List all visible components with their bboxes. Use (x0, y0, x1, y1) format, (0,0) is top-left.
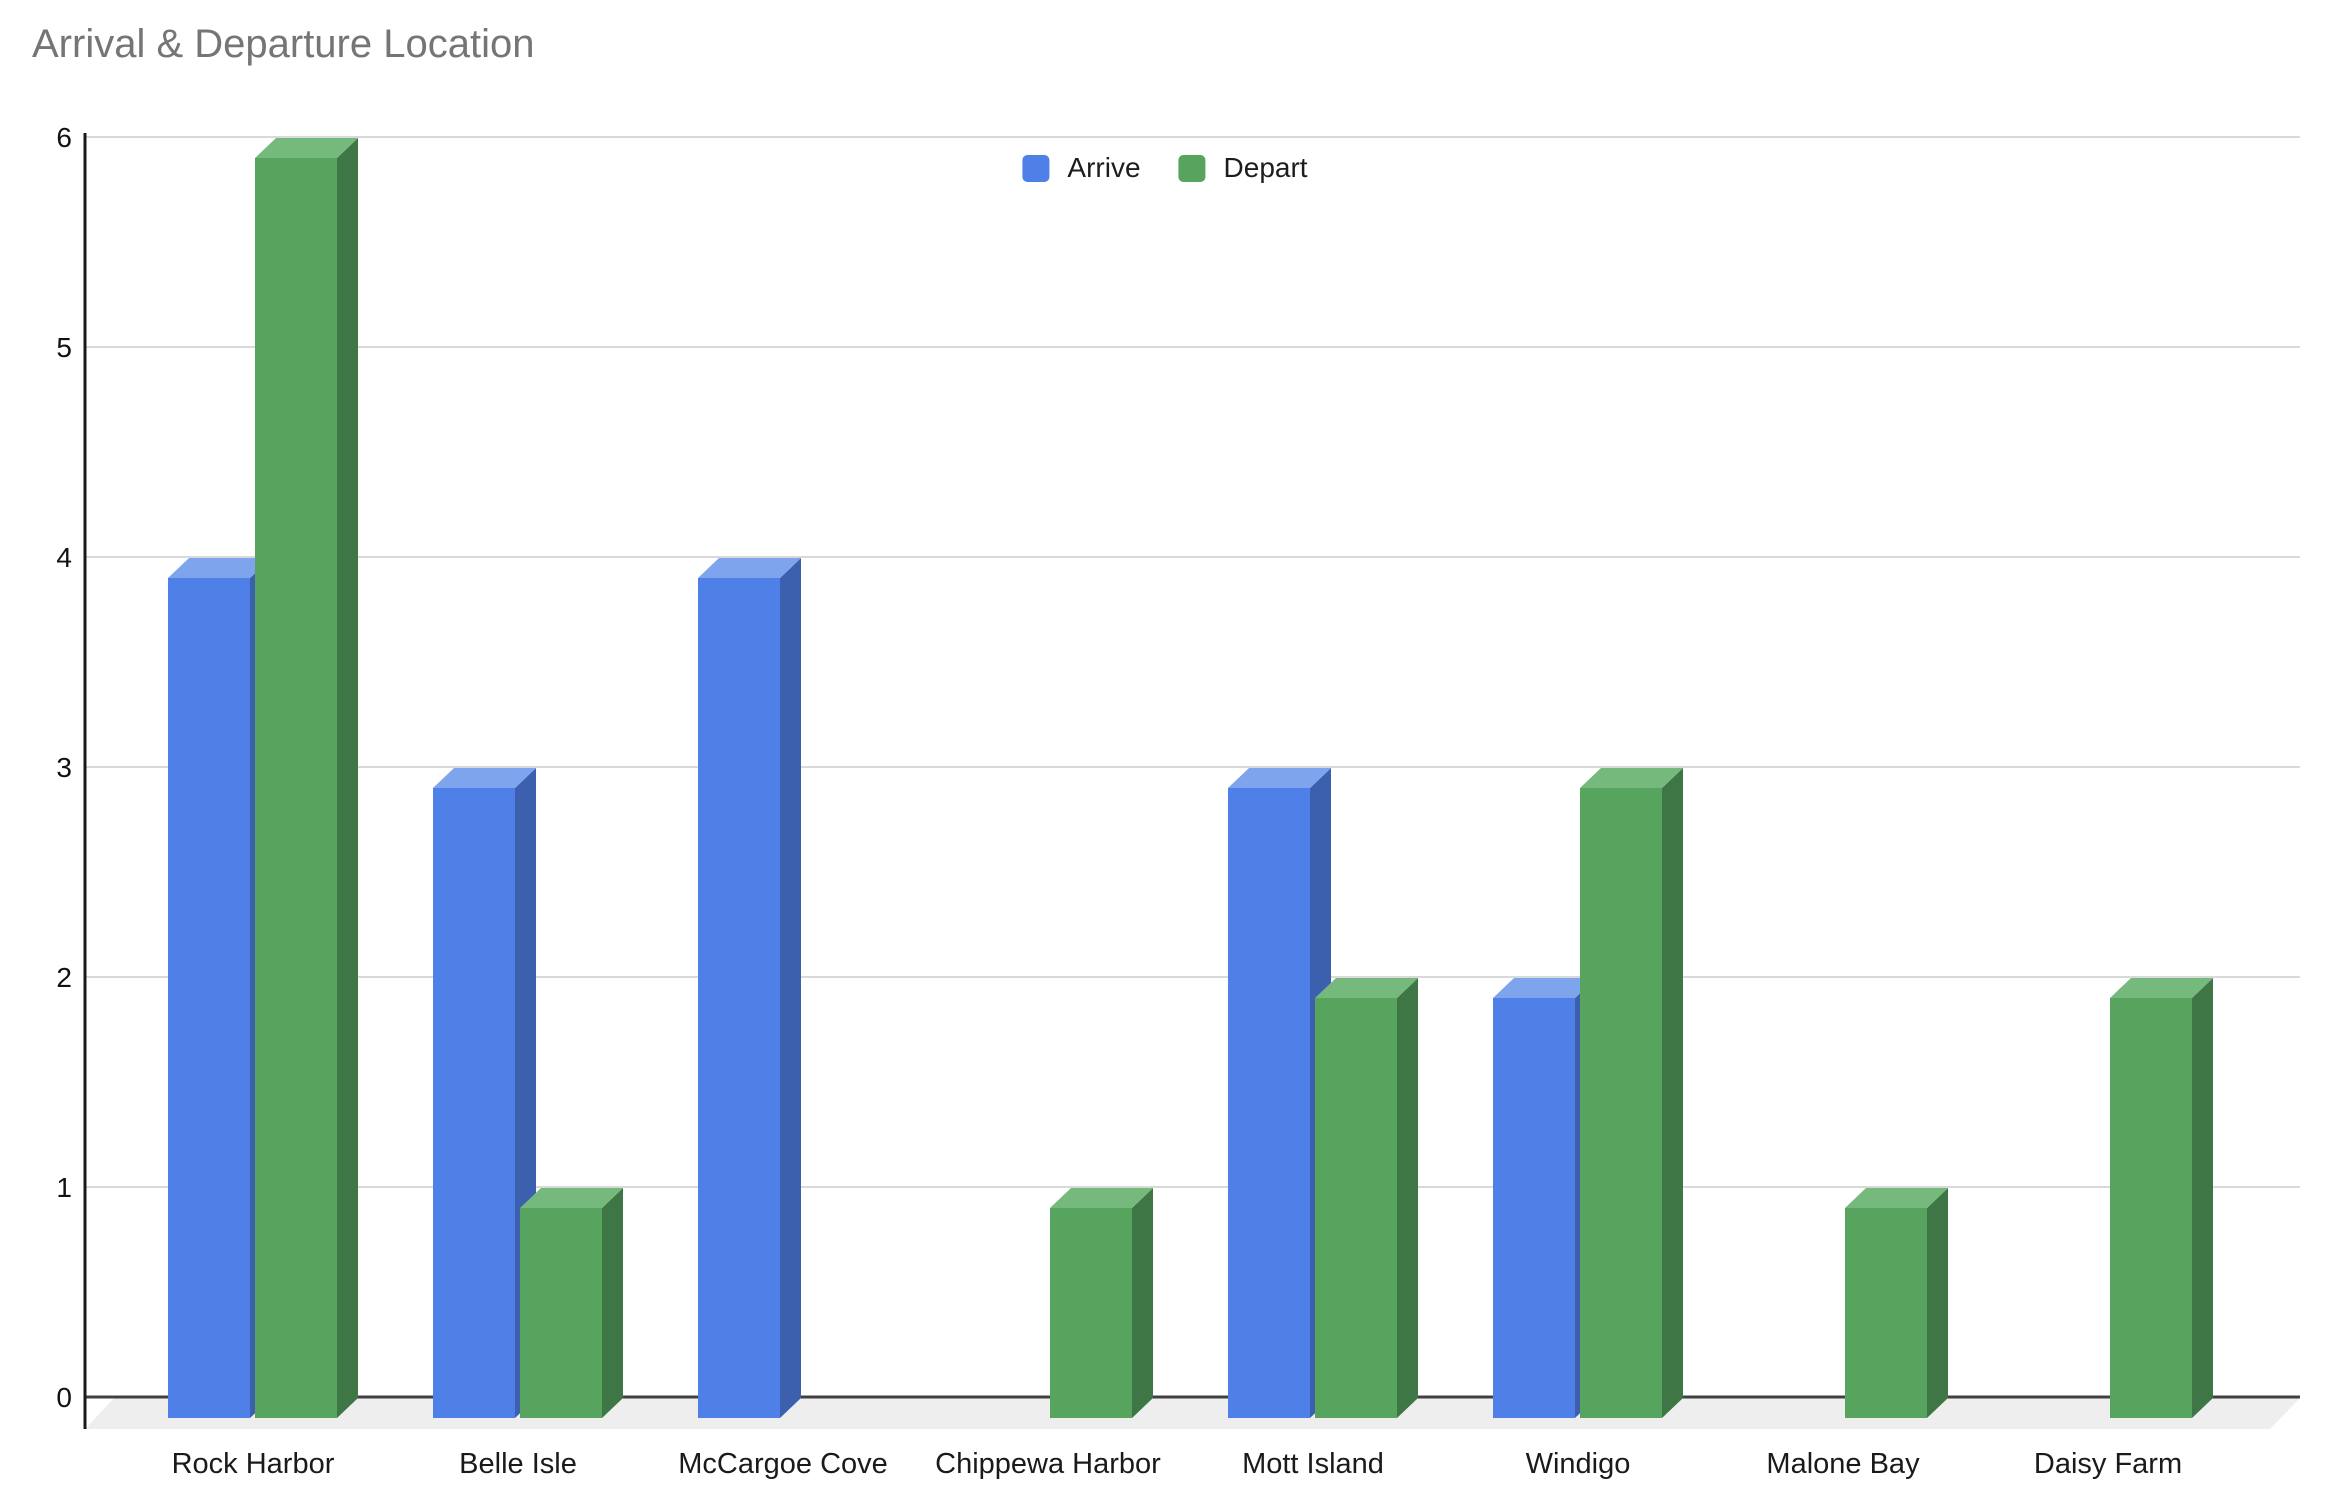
bar-side-face (337, 138, 358, 1418)
y-axis-label: 3 (56, 752, 72, 783)
bar-top-face (168, 558, 271, 578)
bar-side-face (1662, 768, 1683, 1418)
bar-front-face (255, 158, 337, 1418)
x-axis-label: Daisy Farm (2034, 1448, 2182, 1480)
bar-front-face (1315, 998, 1397, 1418)
x-axis-label: Belle Isle (459, 1448, 577, 1480)
legend-item-depart[interactable]: Depart (1178, 152, 1308, 184)
bar-top-face (2110, 978, 2213, 998)
bar-front-face (1580, 788, 1662, 1418)
bar-top-face (520, 1188, 623, 1208)
bar-top-face (255, 138, 358, 158)
bar-top-face (433, 768, 536, 788)
bar-side-face (2192, 978, 2213, 1418)
bar-arrive-mccargoe-cove[interactable] (698, 558, 801, 1418)
legend-label-depart: Depart (1223, 152, 1308, 183)
bar-front-face (433, 788, 515, 1418)
bar-side-face (780, 558, 801, 1418)
bar-front-face (1493, 998, 1575, 1418)
y-axis-label: 0 (56, 1382, 72, 1413)
bar-depart-chippewa-harbor[interactable] (1050, 1188, 1153, 1418)
bar-top-face (1580, 768, 1683, 788)
bar-depart-belle-isle[interactable] (520, 1188, 623, 1418)
chart-floor (85, 1398, 2300, 1429)
bar-depart-daisy-farm[interactable] (2110, 978, 2213, 1418)
bar-side-face (1397, 978, 1418, 1418)
x-axis-label: Windigo (1526, 1448, 1631, 1480)
bar-side-face (602, 1188, 623, 1418)
bar-arrive-mott-island[interactable] (1228, 768, 1331, 1418)
y-axis-label: 6 (56, 122, 72, 153)
bar-front-face (1845, 1208, 1927, 1418)
bar-front-face (2110, 998, 2192, 1418)
bar-front-face (168, 578, 250, 1418)
bar-top-face (1845, 1188, 1948, 1208)
y-axis-label: 1 (56, 1172, 72, 1203)
chart-title: Arrival & Departure Location (32, 22, 535, 66)
y-axis-label: 2 (56, 962, 72, 993)
y-axis-label: 5 (56, 332, 72, 363)
x-axis-label: Malone Bay (1766, 1448, 1920, 1480)
bar-depart-mott-island[interactable] (1315, 978, 1418, 1418)
bar-front-face (1228, 788, 1310, 1418)
bar-front-face (1050, 1208, 1132, 1418)
x-axis-label: McCargoe Cove (678, 1448, 888, 1480)
bar-side-face (1927, 1188, 1948, 1418)
bar-depart-rock-harbor[interactable] (255, 138, 358, 1418)
legend-label-arrive: Arrive (1067, 152, 1141, 183)
x-axis-label: Rock Harbor (172, 1448, 335, 1480)
bar-top-face (698, 558, 801, 578)
x-axis-label: Chippewa Harbor (935, 1448, 1161, 1480)
bar-top-face (1228, 768, 1331, 788)
bar-top-face (1050, 1188, 1153, 1208)
legend-item-arrive[interactable]: Arrive (1022, 152, 1141, 184)
y-axis-label: 4 (56, 542, 72, 573)
bar-side-face (1132, 1188, 1153, 1418)
bar-front-face (520, 1208, 602, 1418)
bar-front-face (698, 578, 780, 1418)
bar-depart-windigo[interactable] (1580, 768, 1683, 1418)
legend: Arrive Depart (1022, 152, 1308, 184)
legend-swatch-arrive (1022, 154, 1050, 182)
legend-swatch-depart (1178, 154, 1206, 182)
x-axis-label: Mott Island (1242, 1448, 1384, 1480)
bar-top-face (1315, 978, 1418, 998)
bar-depart-malone-bay[interactable] (1845, 1188, 1948, 1418)
bar-top-face (1493, 978, 1596, 998)
